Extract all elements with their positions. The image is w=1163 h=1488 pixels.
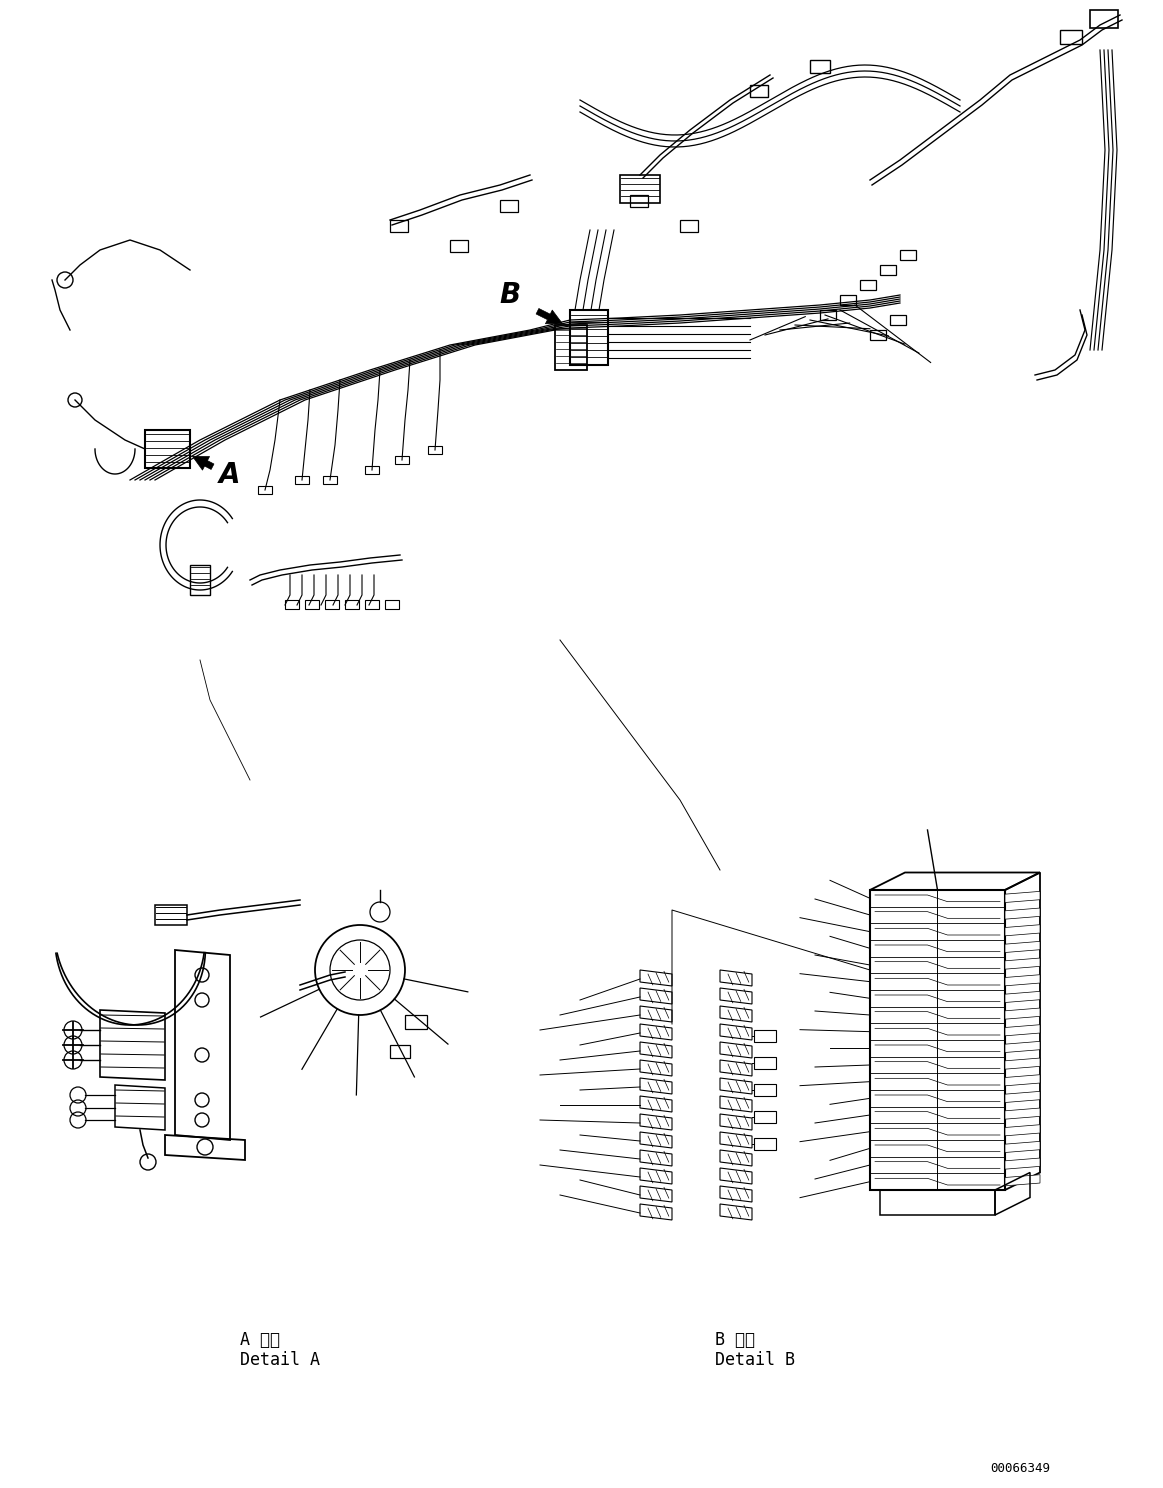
Bar [900,250,916,260]
Text: B 詳細: B 詳細 [715,1330,755,1350]
Bar [390,1045,411,1058]
Bar [570,310,608,365]
Bar [428,446,442,454]
Text: A 詳細: A 詳細 [240,1330,280,1350]
Polygon shape [1005,1091,1040,1103]
Polygon shape [1005,958,1040,969]
Bar [754,1112,776,1123]
Bar [145,430,190,469]
Bar [1090,10,1118,28]
Bar [870,890,1005,1190]
Bar [630,195,648,207]
Text: A: A [220,461,241,490]
Bar [190,565,211,595]
Polygon shape [1005,1058,1040,1070]
Bar [385,600,399,609]
Polygon shape [1005,1042,1040,1052]
Bar [754,1083,776,1097]
Polygon shape [1005,1158,1040,1170]
Polygon shape [1005,1141,1040,1153]
Bar [345,600,359,609]
Bar [880,1190,996,1216]
Bar [365,600,379,609]
Bar [809,60,830,73]
Bar [305,600,319,609]
Text: 00066349: 00066349 [990,1461,1050,1475]
Bar [155,905,187,926]
Bar [324,600,338,609]
Polygon shape [1005,975,1040,987]
Polygon shape [1005,991,1040,1003]
Polygon shape [1005,942,1040,952]
Polygon shape [1005,1007,1040,1019]
Bar [880,265,896,275]
Bar [555,324,587,371]
Bar [258,487,272,494]
Bar [890,315,906,324]
Text: B: B [499,281,521,310]
Bar [754,1138,776,1150]
Bar [500,199,518,211]
Polygon shape [1005,1174,1040,1186]
Text: Detail B: Detail B [715,1351,795,1369]
Bar [285,600,299,609]
Bar [295,476,309,484]
Bar [620,176,659,202]
Polygon shape [1005,908,1040,920]
Bar [323,476,337,484]
Bar [395,455,409,464]
Bar [450,240,468,251]
Bar [680,220,698,232]
Bar [405,1015,427,1030]
Bar [754,1056,776,1068]
Bar [870,330,886,339]
Polygon shape [1005,891,1040,903]
Bar [390,220,408,232]
Bar [750,85,768,97]
Bar [1059,30,1082,45]
Polygon shape [1005,1074,1040,1086]
Bar [859,280,876,290]
Bar [754,1030,776,1042]
Text: Detail A: Detail A [240,1351,320,1369]
Polygon shape [1005,1025,1040,1036]
Polygon shape [1005,1109,1040,1119]
Bar [365,466,379,475]
Polygon shape [1005,1125,1040,1135]
Bar [840,295,856,305]
Polygon shape [1005,924,1040,936]
Bar [820,310,836,320]
